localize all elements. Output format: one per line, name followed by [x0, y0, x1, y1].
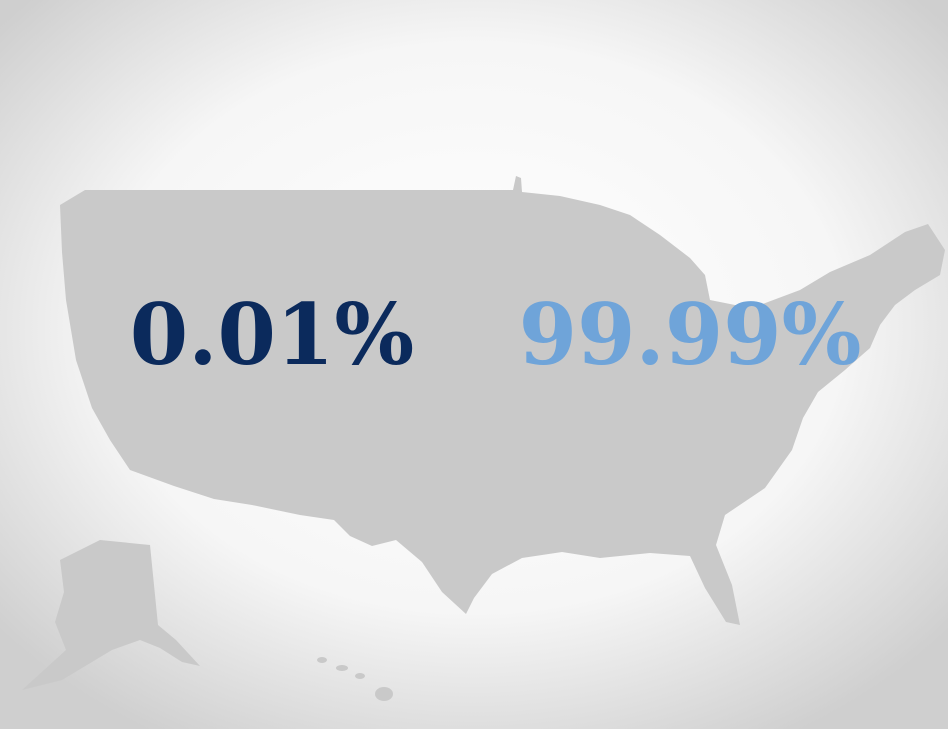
island	[336, 665, 348, 671]
alaska	[22, 540, 200, 690]
hawaii	[317, 657, 393, 701]
island	[317, 657, 327, 663]
percent-label: 99.99%	[519, 285, 862, 384]
us-mainland	[60, 176, 945, 625]
island	[355, 673, 365, 679]
percent-label: 0.01%	[130, 285, 414, 384]
island	[375, 687, 393, 701]
